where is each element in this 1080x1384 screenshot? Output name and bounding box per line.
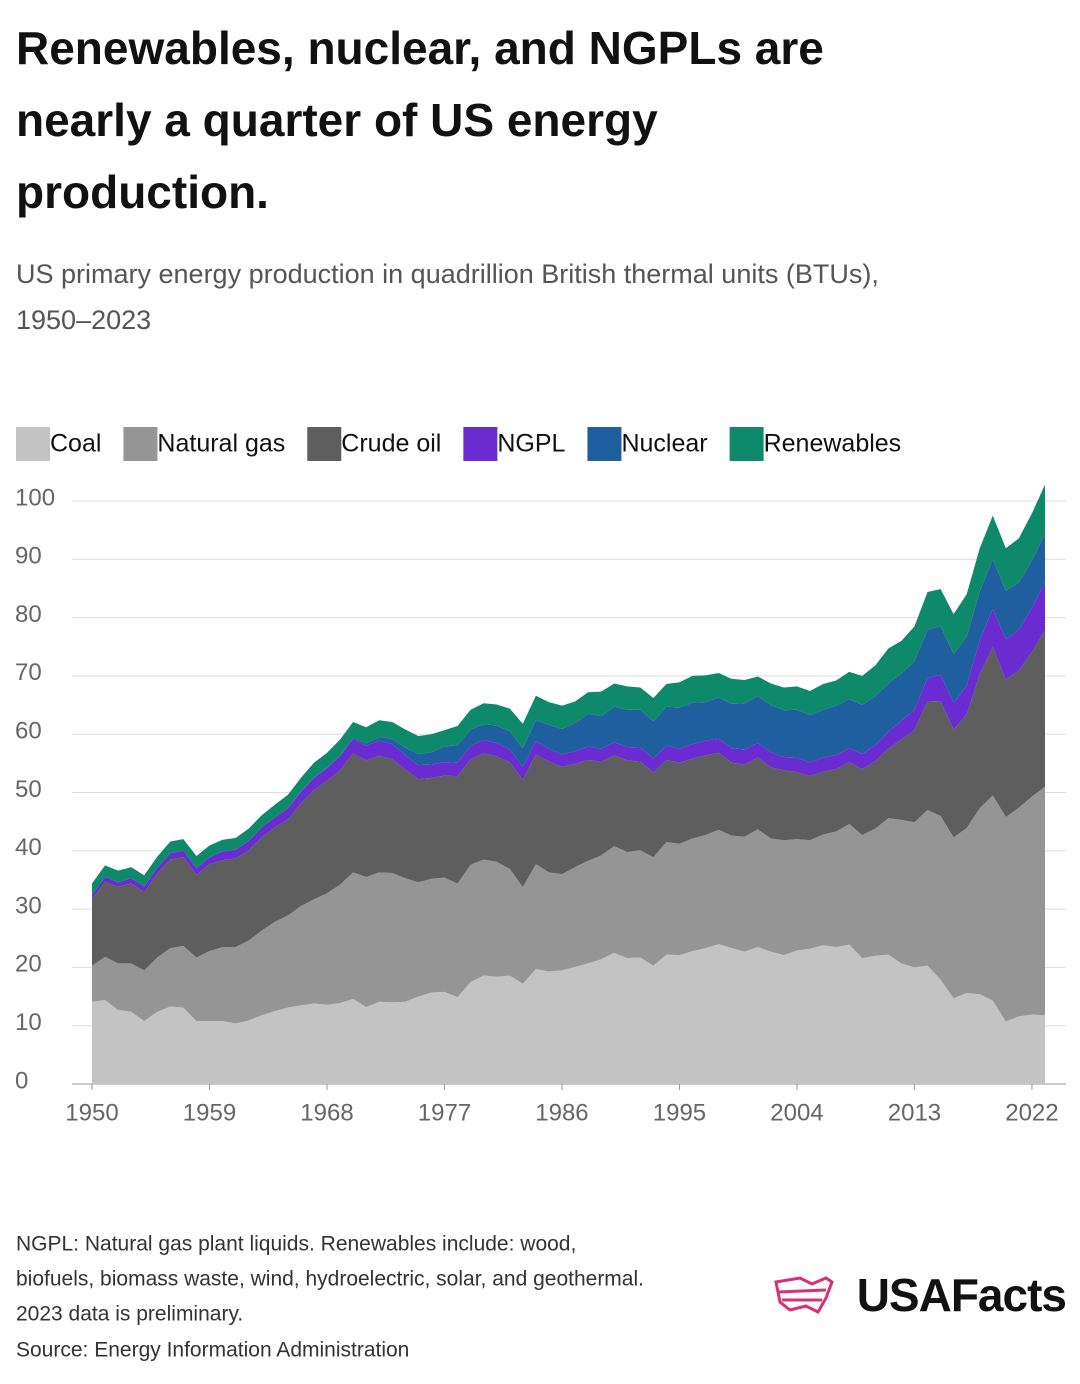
legend-label: Nuclear	[621, 430, 707, 458]
y-tick-label: 70	[15, 659, 42, 686]
legend-label: Renewables	[764, 430, 902, 458]
y-tick-label: 60	[15, 718, 42, 745]
source: Source: Energy Information Administratio…	[16, 1339, 409, 1362]
y-tick-label: 10	[15, 1009, 42, 1036]
y-tick-label: 100	[15, 484, 55, 511]
legend-swatch	[307, 427, 342, 461]
chart-title: Renewables, nuclear, and NGPLs are	[16, 22, 824, 74]
area	[92, 630, 1045, 971]
y-tick-label: 40	[15, 834, 42, 861]
x-tick-label: 2013	[888, 1099, 941, 1126]
x-tick-label: 1977	[418, 1099, 471, 1126]
footnote: NGPL: Natural gas plant liquids. Renewab…	[16, 1233, 576, 1256]
x-tick-label: 1959	[183, 1099, 236, 1126]
x-tick-label: 1995	[653, 1099, 706, 1126]
plot-area: 0 10 20 30 40 50 60 70 80 90 100 1950 1959 1968 1977 19…	[15, 427, 1066, 1126]
x-tick-label: 1950	[65, 1099, 118, 1126]
subtitle: US primary energy production in quadrill…	[16, 259, 879, 289]
y-tick-label: 80	[15, 601, 42, 628]
footnote: biofuels, biomass waste, wind, hydroelec…	[16, 1268, 644, 1291]
y-tick-label: 20	[15, 951, 42, 978]
legend-swatch	[463, 427, 498, 461]
legend-swatch	[16, 427, 50, 461]
footnote: 2023 data is preliminary.	[16, 1303, 243, 1326]
area	[92, 484, 1045, 896]
y-tick-label: 0	[15, 1067, 28, 1094]
x-tick-label: 2004	[770, 1099, 823, 1126]
legend-label: Coal	[50, 430, 101, 458]
subtitle: 1950–2023	[16, 305, 151, 335]
y-tick-label: 50	[15, 776, 42, 803]
chart-title: nearly a quarter of US energy	[16, 94, 658, 146]
area	[92, 944, 1045, 1084]
y-tick-label: 30	[15, 892, 42, 919]
x-tick-label: 1986	[535, 1099, 588, 1126]
legend-label: NGPL	[497, 430, 565, 458]
legend-swatch	[587, 427, 622, 461]
logo-text: USAFacts	[857, 1269, 1066, 1321]
area	[92, 786, 1045, 1024]
area	[92, 534, 1045, 896]
logo-icon	[774, 1276, 834, 1314]
y-tick-label: 90	[15, 543, 42, 570]
legend-swatch	[123, 427, 158, 461]
legend-swatch	[729, 427, 764, 461]
legend-label: Crude oil	[341, 430, 441, 458]
chart-title: production.	[16, 166, 269, 218]
legend-label: Natural gas	[157, 430, 285, 458]
x-tick-label: 1968	[300, 1099, 353, 1126]
x-tick-label: 2022	[1005, 1099, 1058, 1126]
